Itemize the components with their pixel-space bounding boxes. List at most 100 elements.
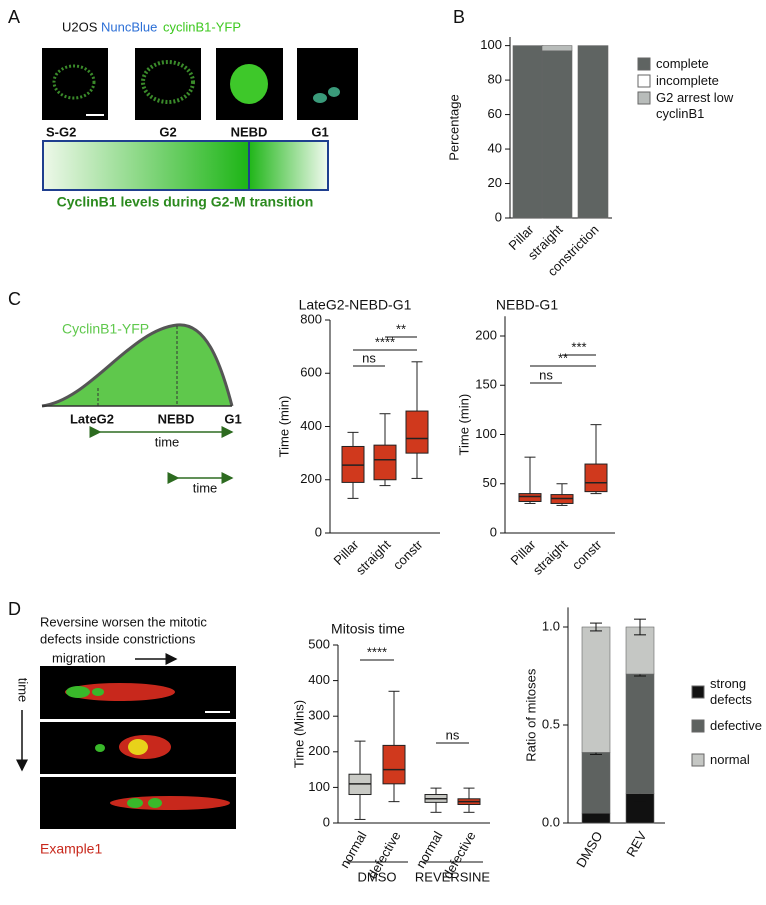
group-label: REVERSINE bbox=[415, 869, 490, 884]
stage-label: LateG2 bbox=[70, 411, 114, 426]
panel-label: D bbox=[8, 599, 21, 619]
gradient-bar bbox=[42, 140, 329, 191]
significance-label: *** bbox=[571, 339, 586, 354]
caption: CyclinB1 levels during G2-M transition bbox=[57, 194, 314, 210]
stain-label: cyclinB1-YFP bbox=[163, 19, 241, 34]
bar-segment bbox=[512, 45, 544, 219]
y-tick-label: 100 bbox=[480, 37, 502, 52]
stain-label: U2OS bbox=[62, 19, 98, 34]
micrographs bbox=[42, 48, 358, 120]
y-tick-label: 300 bbox=[308, 708, 330, 723]
interval-label: time bbox=[155, 434, 180, 449]
panel-label: B bbox=[453, 7, 465, 27]
y-tick-label: 200 bbox=[300, 471, 322, 486]
x-tick-label: normal bbox=[337, 829, 370, 871]
axis-label: time bbox=[16, 678, 31, 703]
legend-label: strong defects bbox=[710, 676, 752, 707]
significance-label: ** bbox=[558, 350, 568, 365]
bar-segment bbox=[541, 45, 573, 52]
legend-label: incomplete bbox=[656, 73, 719, 88]
x-tick-label: straight bbox=[530, 537, 571, 578]
image-label: G1 bbox=[311, 124, 328, 139]
significance-label: **** bbox=[367, 644, 387, 659]
example-label: Example1 bbox=[40, 841, 102, 857]
y-axis-label: Percentage bbox=[446, 94, 461, 161]
x-tick-label: REV bbox=[623, 828, 650, 859]
group-label: DMSO bbox=[358, 869, 397, 884]
y-tick-label: 0.5 bbox=[542, 716, 560, 731]
chart-title: NEBD-G1 bbox=[496, 297, 558, 313]
x-tick-label: constr bbox=[390, 536, 426, 572]
box bbox=[405, 410, 429, 454]
legend-swatch bbox=[691, 719, 705, 733]
legend-swatch bbox=[637, 57, 651, 71]
y-tick-label: 200 bbox=[475, 327, 497, 342]
box bbox=[518, 493, 542, 502]
y-tick-label: 40 bbox=[488, 140, 502, 155]
description: defects inside constrictions bbox=[40, 631, 196, 646]
bar-segment bbox=[581, 752, 611, 814]
chart-title: Mitosis time bbox=[331, 621, 405, 637]
y-tick-label: 20 bbox=[488, 175, 502, 190]
panel-label: A bbox=[8, 7, 20, 27]
y-tick-label: 400 bbox=[300, 418, 322, 433]
box bbox=[584, 463, 608, 493]
chart-title: LateG2-NEBD-G1 bbox=[299, 297, 412, 313]
x-tick-label: normal bbox=[413, 829, 446, 871]
curve-label: CyclinB1-YFP bbox=[62, 321, 149, 337]
y-axis-label: Time (min) bbox=[276, 396, 291, 458]
legend-swatch bbox=[691, 753, 705, 767]
y-tick-label: 1.0 bbox=[542, 618, 560, 633]
y-axis-label: Time (Mins) bbox=[291, 700, 306, 768]
cyclin-curve bbox=[41, 323, 234, 484]
y-tick-label: 0.0 bbox=[542, 814, 560, 829]
box bbox=[373, 444, 397, 481]
y-tick-label: 400 bbox=[308, 672, 330, 687]
y-tick-label: 0 bbox=[490, 524, 497, 539]
y-tick-label: 200 bbox=[308, 743, 330, 758]
y-tick-label: 150 bbox=[475, 377, 497, 392]
stage-label: G1 bbox=[224, 411, 241, 426]
bar-segment bbox=[577, 45, 609, 219]
y-tick-label: 500 bbox=[308, 636, 330, 651]
y-axis-label: Time (min) bbox=[456, 394, 471, 456]
bar-segment bbox=[541, 50, 573, 219]
x-tick-label: constr bbox=[569, 536, 605, 572]
stain-label: NuncBlue bbox=[101, 19, 157, 34]
y-axis-label: Ratio of mitoses bbox=[523, 668, 538, 762]
timelapse bbox=[40, 666, 236, 829]
significance-label: ns bbox=[446, 727, 460, 742]
image-label: NEBD bbox=[231, 124, 268, 139]
y-tick-label: 50 bbox=[483, 475, 497, 490]
description: Reversine worsen the mitotic bbox=[40, 614, 207, 629]
y-tick-label: 800 bbox=[300, 311, 322, 326]
legend-swatch bbox=[691, 685, 705, 699]
y-tick-label: 0 bbox=[323, 814, 330, 829]
legend-label: defective bbox=[710, 718, 763, 733]
x-tick-label: DMSO bbox=[573, 829, 605, 870]
image-label: G2 bbox=[159, 124, 176, 139]
y-tick-label: 600 bbox=[300, 365, 322, 380]
legend-label: normal bbox=[710, 752, 750, 767]
y-tick-label: 80 bbox=[488, 72, 502, 87]
y-tick-label: 100 bbox=[308, 779, 330, 794]
panel-label: C bbox=[8, 289, 21, 309]
image-label: S-G2 bbox=[46, 124, 76, 139]
legend-label: G2 arrest low cyclinB1 bbox=[656, 90, 734, 121]
y-tick-label: 60 bbox=[488, 106, 502, 121]
legend-label: complete bbox=[656, 56, 709, 71]
significance-label: **** bbox=[375, 334, 395, 349]
significance-label: ns bbox=[362, 350, 376, 365]
significance-label: ** bbox=[396, 321, 406, 336]
legend-swatch bbox=[637, 91, 651, 105]
y-tick-label: 100 bbox=[475, 426, 497, 441]
interval-label: time bbox=[193, 480, 218, 495]
bar-segment bbox=[625, 673, 655, 794]
x-tick-label: straight bbox=[353, 537, 394, 578]
bar-segment bbox=[581, 626, 611, 753]
stage-label: NEBD bbox=[158, 411, 195, 426]
y-tick-label: 0 bbox=[495, 209, 502, 224]
box bbox=[382, 744, 406, 785]
